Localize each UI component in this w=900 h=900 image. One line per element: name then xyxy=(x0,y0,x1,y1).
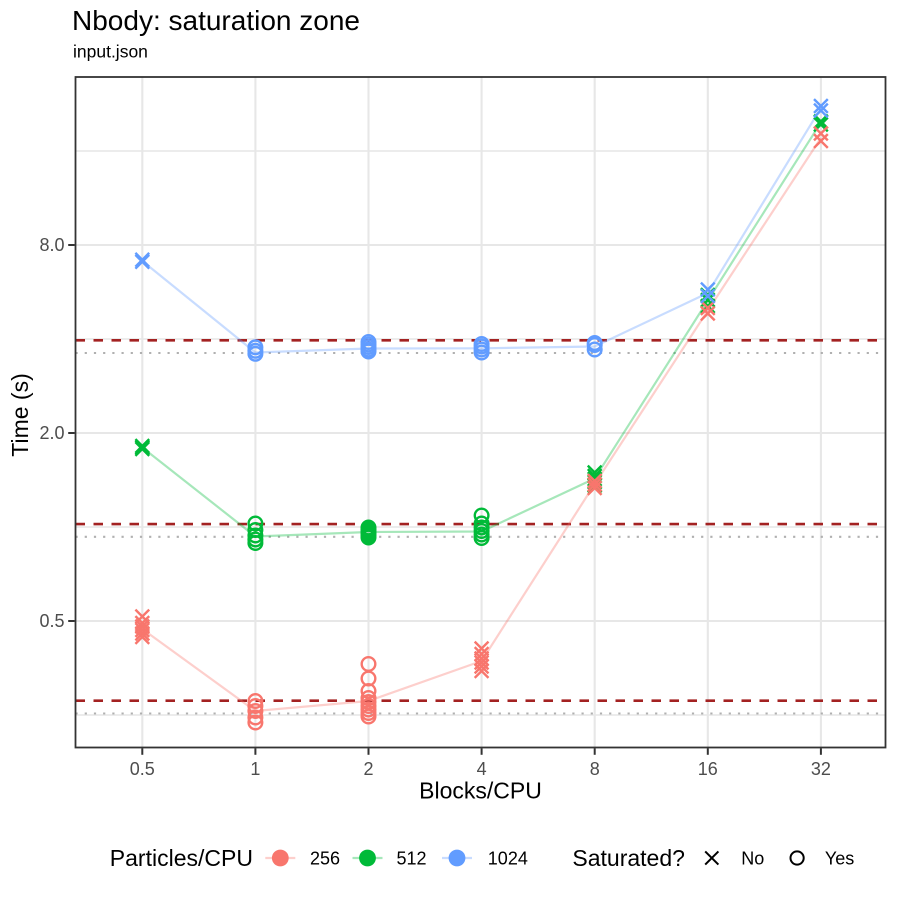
svg-text:Particles/CPU: Particles/CPU xyxy=(110,845,253,871)
svg-text:Blocks/CPU: Blocks/CPU xyxy=(419,778,542,804)
svg-text:0.5: 0.5 xyxy=(39,611,64,631)
svg-text:Time (s): Time (s) xyxy=(7,373,33,456)
svg-text:Nbody: saturation zone: Nbody: saturation zone xyxy=(72,5,360,36)
svg-text:512: 512 xyxy=(397,849,427,869)
svg-text:2: 2 xyxy=(363,759,373,779)
svg-text:256: 256 xyxy=(310,849,340,869)
svg-text:1: 1 xyxy=(250,759,260,779)
svg-text:2.0: 2.0 xyxy=(39,423,64,443)
svg-text:Saturated?: Saturated? xyxy=(572,845,685,871)
svg-text:4: 4 xyxy=(477,759,487,779)
svg-text:Yes: Yes xyxy=(825,849,854,869)
svg-text:No: No xyxy=(741,849,764,869)
svg-text:16: 16 xyxy=(698,759,718,779)
svg-text:0.5: 0.5 xyxy=(130,759,155,779)
svg-text:8: 8 xyxy=(590,759,600,779)
svg-text:input.json: input.json xyxy=(73,42,148,62)
svg-text:8.0: 8.0 xyxy=(39,235,64,255)
svg-text:1024: 1024 xyxy=(488,849,528,869)
svg-text:32: 32 xyxy=(811,759,831,779)
